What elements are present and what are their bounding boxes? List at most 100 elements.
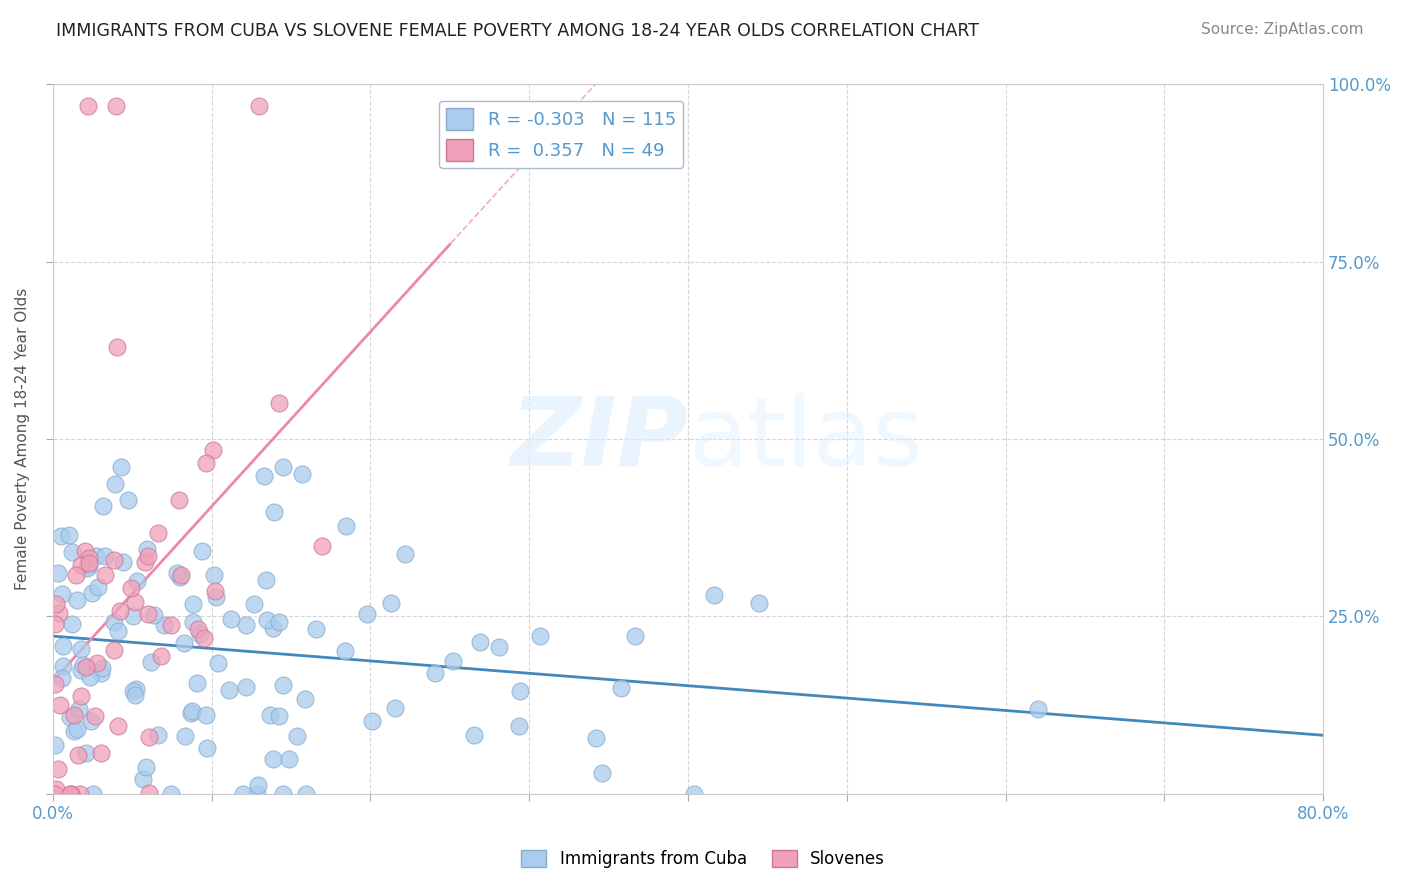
- Point: [193, 631, 215, 645]
- Point: [136, 549, 159, 563]
- Point: [305, 622, 328, 636]
- Point: [529, 629, 551, 643]
- Point: [90, 746, 112, 760]
- Point: [291, 467, 314, 481]
- Point: [271, 787, 294, 801]
- Point: [201, 442, 224, 457]
- Point: [134, 556, 156, 570]
- Point: [159, 787, 181, 801]
- Point: [70, 642, 93, 657]
- Point: [67, 702, 90, 716]
- Point: [105, 99, 128, 113]
- Point: [150, 649, 173, 664]
- Legend: Immigrants from Cuba, Slovenes: Immigrants from Cuba, Slovenes: [515, 843, 891, 875]
- Point: [181, 597, 204, 611]
- Point: [335, 644, 357, 658]
- Point: [135, 760, 157, 774]
- Point: [190, 544, 212, 558]
- Point: [267, 615, 290, 629]
- Point: [173, 636, 195, 650]
- Point: [441, 654, 464, 668]
- Point: [585, 731, 607, 745]
- Point: [169, 570, 191, 584]
- Point: [269, 396, 291, 410]
- Point: [46, 762, 69, 776]
- Point: [60, 545, 83, 559]
- Point: [394, 548, 416, 562]
- Point: [108, 604, 131, 618]
- Point: [62, 724, 84, 739]
- Point: [77, 559, 100, 574]
- Point: [52, 659, 75, 673]
- Point: [124, 682, 146, 697]
- Point: [48, 566, 70, 580]
- Point: [51, 671, 73, 685]
- Point: [86, 580, 108, 594]
- Point: [70, 663, 93, 677]
- Point: [194, 456, 217, 470]
- Point: [269, 708, 291, 723]
- Point: [94, 568, 117, 582]
- Point: [263, 505, 285, 519]
- Point: [58, 527, 80, 541]
- Point: [63, 708, 86, 723]
- Point: [748, 596, 770, 610]
- Point: [135, 542, 157, 557]
- Point: [110, 460, 132, 475]
- Point: [76, 99, 98, 113]
- Point: [508, 719, 530, 733]
- Point: [138, 786, 160, 800]
- Point: [202, 568, 225, 582]
- Point: [127, 574, 149, 588]
- Point: [73, 544, 96, 558]
- Point: [75, 660, 97, 674]
- Point: [91, 500, 114, 514]
- Point: [60, 616, 83, 631]
- Point: [86, 656, 108, 670]
- Point: [103, 642, 125, 657]
- Point: [124, 595, 146, 609]
- Point: [170, 567, 193, 582]
- Point: [66, 723, 89, 737]
- Point: [82, 787, 104, 801]
- Point: [80, 714, 103, 728]
- Point: [235, 618, 257, 632]
- Point: [84, 549, 107, 563]
- Point: [51, 587, 73, 601]
- Point: [146, 525, 169, 540]
- Point: [103, 615, 125, 629]
- Point: [44, 738, 66, 752]
- Point: [194, 708, 217, 723]
- Point: [235, 680, 257, 694]
- Point: [117, 492, 139, 507]
- Point: [195, 741, 218, 756]
- Point: [121, 684, 143, 698]
- Point: [247, 99, 270, 113]
- Point: [187, 623, 209, 637]
- Point: [84, 709, 107, 723]
- Point: [232, 787, 254, 801]
- Point: [124, 689, 146, 703]
- Point: [253, 469, 276, 483]
- Point: [384, 700, 406, 714]
- Point: [77, 551, 100, 566]
- Point: [79, 670, 101, 684]
- Point: [183, 615, 205, 630]
- Point: [259, 708, 281, 723]
- Point: [180, 706, 202, 721]
- Point: [90, 665, 112, 680]
- Point: [44, 677, 66, 691]
- Point: [245, 787, 267, 801]
- Point: [186, 675, 208, 690]
- Point: [45, 782, 67, 797]
- Point: [153, 617, 176, 632]
- Point: [59, 787, 82, 801]
- Point: [91, 661, 114, 675]
- Point: [254, 574, 277, 588]
- Point: [294, 691, 316, 706]
- Point: [44, 787, 66, 801]
- Point: [509, 684, 531, 698]
- Point: [48, 606, 70, 620]
- Point: [72, 658, 94, 673]
- Point: [167, 492, 190, 507]
